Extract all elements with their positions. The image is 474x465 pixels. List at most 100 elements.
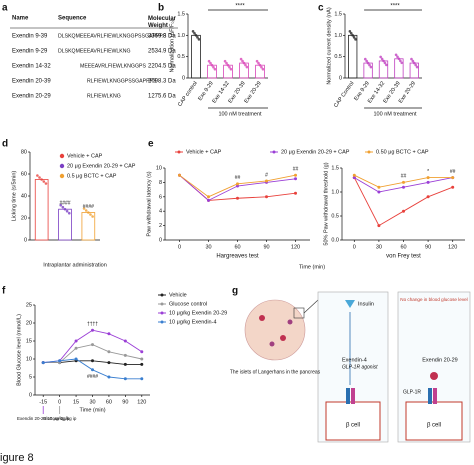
x-tick-label: 120	[448, 244, 457, 250]
annotation: ††††	[87, 322, 98, 328]
data-point	[294, 177, 297, 181]
table-cell: 3369.8 Da	[148, 34, 176, 40]
data-point	[74, 339, 78, 343]
note: Exendin 20-29 10 μg/kg ip	[17, 416, 70, 421]
data-dot	[397, 57, 401, 61]
diagram-label: β cell	[427, 423, 441, 429]
annotation: ##	[450, 169, 456, 175]
panel-label: d	[2, 139, 8, 150]
bar	[34, 179, 49, 241]
cell-dot	[269, 341, 275, 347]
x-tick-label: 60	[106, 399, 112, 405]
y-tick-label: 1.5	[334, 11, 342, 17]
x-axis-label: 100 nM treatment	[373, 111, 417, 117]
legend-marker	[160, 302, 164, 306]
table-header: Name	[12, 16, 29, 22]
y-axis-label: Normalized current density (nA)	[326, 7, 332, 85]
data-point	[451, 185, 455, 189]
cell-dot	[280, 335, 286, 341]
data-point	[178, 173, 181, 177]
y-tick-label: 20	[26, 320, 32, 326]
bar	[348, 34, 358, 79]
table-cell: Exendin 20-29	[12, 94, 51, 100]
data-point	[236, 184, 239, 188]
legend-marker	[160, 311, 164, 315]
data-dot	[225, 61, 228, 65]
data-point	[236, 182, 239, 186]
y-tick-label: 20	[21, 215, 27, 221]
data-dot	[196, 36, 199, 39]
x-tick-label: 60	[234, 244, 240, 250]
diagram-shapes	[244, 291, 471, 443]
x-tick-label: 90	[425, 244, 431, 250]
annotation: *	[427, 169, 429, 175]
data-point	[451, 176, 455, 180]
bar	[363, 62, 373, 79]
y-tick-label: 25	[26, 302, 32, 308]
data-point	[107, 350, 111, 354]
table-cell: MEEEAVRLFIEWLKNGGPS	[80, 63, 146, 69]
receptor-right	[433, 388, 437, 404]
data-dot	[40, 178, 43, 181]
legend-label: 0.50 μg BCTC + CAP	[376, 149, 429, 155]
data-point	[107, 332, 111, 336]
annotation: #	[265, 172, 268, 178]
data-point	[265, 179, 268, 183]
data-point	[294, 173, 297, 177]
table-cell: 2204.5 Da	[148, 64, 176, 70]
diagram-label: Insulin	[358, 301, 374, 307]
data-dot	[42, 180, 46, 183]
legend-label: 10 μg/kg Exendin-4	[169, 319, 217, 325]
legend-label: 20 μg Exendin 20-29 + CAP	[67, 163, 136, 169]
data-dot	[212, 65, 215, 69]
data-dot	[213, 67, 217, 71]
data-point	[58, 359, 62, 363]
table-cell: Exendin 9-29	[12, 49, 48, 55]
y-tick-label: 40	[21, 193, 27, 199]
diagram-label: The islets of Langerhans in the pancreas	[230, 369, 321, 375]
data-point	[207, 195, 210, 199]
annotation: ##	[401, 174, 407, 180]
data-point	[426, 180, 430, 184]
cell-dot	[287, 319, 293, 325]
data-dot	[257, 61, 260, 65]
data-point	[41, 361, 45, 365]
x-tick-label: 90	[122, 399, 128, 405]
x-tick-label: 30	[89, 399, 95, 405]
data-dot	[351, 34, 355, 37]
data-point	[140, 357, 144, 361]
data-dot	[411, 59, 415, 63]
bar	[409, 62, 419, 79]
table-cell: RLFIEWLKNG	[87, 93, 121, 99]
y-tick-label: 10	[26, 356, 32, 362]
bar	[378, 60, 389, 79]
series-line	[354, 177, 453, 193]
bar	[239, 62, 249, 79]
data-point	[123, 353, 127, 357]
data-point	[352, 173, 356, 177]
series-line	[43, 329, 143, 364]
data-dot	[414, 63, 418, 67]
data-point	[377, 185, 381, 189]
legend-label: 20 μg Exendin 20-29 + CAP	[281, 149, 350, 155]
beta-cell-left	[325, 401, 381, 441]
data-point	[207, 198, 210, 202]
y-tick-label: 0.5	[331, 213, 339, 219]
data-dot	[228, 65, 231, 69]
data-dot	[366, 61, 370, 65]
y-tick-label: 0	[182, 75, 185, 81]
data-point	[236, 196, 239, 200]
x-tick-label: CAP Control	[333, 81, 355, 109]
x-tick-label: 30	[376, 244, 382, 250]
y-tick-label: 1.0	[177, 33, 185, 39]
table-cell: 2534.9 Da	[148, 49, 176, 55]
data-point	[377, 224, 381, 228]
annotation: ##	[235, 175, 241, 181]
data-dot	[380, 57, 384, 61]
zoom-line	[303, 299, 319, 314]
diagram-label: GLP-1R	[403, 389, 421, 395]
table-cell: Exendin 20-39	[12, 79, 51, 85]
receptor-left	[351, 388, 355, 404]
y-tick-label: 2	[159, 223, 162, 229]
subtitle: Hargreaves test	[216, 254, 259, 260]
